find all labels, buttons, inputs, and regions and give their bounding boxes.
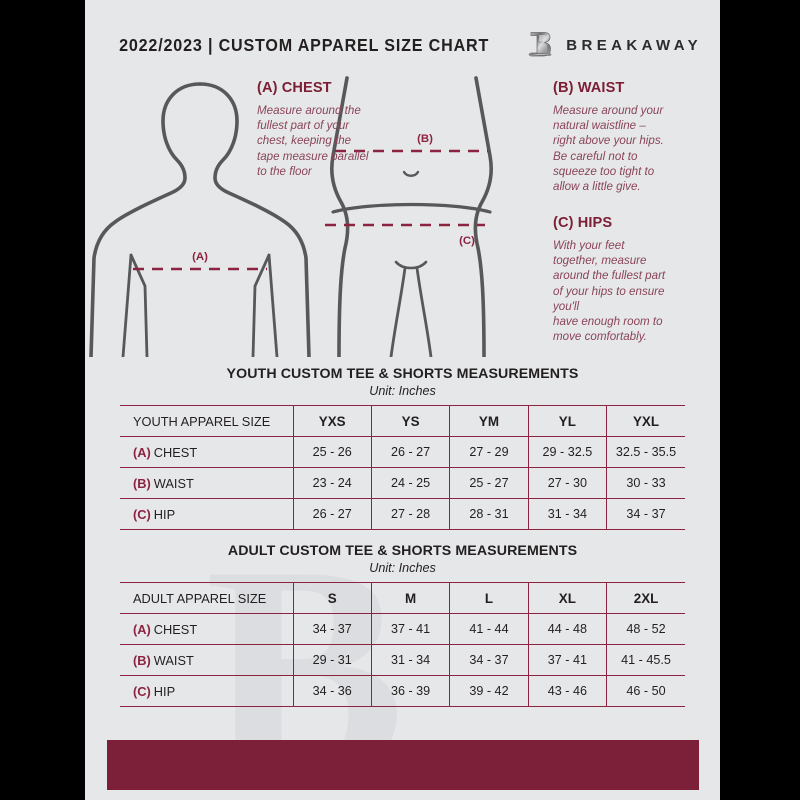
adult-size-label: ADULT APPAREL SIZE: [120, 582, 294, 614]
row-tag: (A): [133, 444, 151, 460]
adult-row-waist-label: (B) WAIST: [120, 644, 294, 676]
adult-chest-2: 41 - 44: [449, 613, 529, 645]
chest-measure-label: (A): [192, 251, 208, 263]
table-row: (B) WAIST 29 - 31 31 - 34 34 - 37 37 - 41…: [120, 644, 685, 676]
row-name: WAIST: [153, 652, 194, 668]
adult-table-unit: Unit: Inches: [369, 561, 436, 575]
youth-chest-4: 32.5 - 35.5: [606, 436, 685, 468]
lower-body-figure: (B) (C): [325, 76, 494, 359]
youth-waist-4: 30 - 33: [606, 467, 685, 499]
table-row: (C) HIP 26 - 27 27 - 28 28 - 31 31 - 34 3…: [120, 498, 685, 530]
youth-row-chest-label: (A) CHEST: [120, 436, 294, 468]
youth-row-waist-label: (B) WAIST: [120, 467, 294, 499]
brand-name: BREAKAWAY: [566, 36, 702, 54]
youth-hip-3: 31 - 34: [528, 498, 608, 530]
adult-col-3: XL: [528, 582, 608, 614]
youth-col-0: YXS: [293, 405, 372, 437]
adult-table-block: ADULT CUSTOM TEE & SHORTS MEASUREMENTS U…: [120, 543, 685, 707]
page-header: 2022/2023 | CUSTOM APPAREL SIZE CHART: [85, 25, 720, 65]
adult-chest-0: 34 - 37: [293, 613, 372, 645]
youth-hip-0: 26 - 27: [293, 498, 372, 530]
youth-table-block: YOUTH CUSTOM TEE & SHORTS MEASUREMENTS U…: [120, 366, 685, 530]
row-tag: (A): [133, 621, 151, 637]
row-name: CHEST: [153, 621, 198, 637]
callout-waist-title: (B) WAIST: [553, 80, 625, 96]
adult-col-4: 2XL: [606, 582, 685, 614]
adult-col-2: L: [449, 582, 529, 614]
hip-measure-label: (C): [460, 235, 476, 247]
adult-waist-2: 34 - 37: [449, 644, 529, 676]
youth-chest-2: 27 - 29: [449, 436, 529, 468]
measurement-illustrations: (A): [85, 72, 720, 359]
adult-chest-4: 48 - 52: [606, 613, 685, 645]
adult-waist-1: 31 - 34: [371, 644, 451, 676]
page-title: 2022/2023 | CUSTOM APPAREL SIZE CHART: [119, 34, 490, 55]
row-name: WAIST: [153, 475, 194, 491]
brand-lockup: BREAKAWAY: [527, 30, 702, 60]
row-tag: (C): [133, 683, 151, 699]
youth-size-table: YOUTH APPAREL SIZE YXS YS YM YL YXL (A) C…: [120, 405, 685, 530]
waist-measure-label: (B): [418, 133, 434, 145]
table-row: (B) WAIST 23 - 24 24 - 25 25 - 27 27 - 30…: [120, 467, 685, 499]
youth-col-2: YM: [449, 405, 529, 437]
size-chart-page: B 2022/2023 | CUSTOM APPAREL SIZE CHART: [85, 0, 720, 800]
youth-table-unit: Unit: Inches: [369, 384, 436, 398]
row-name: HIP: [153, 506, 176, 522]
youth-hip-2: 28 - 31: [449, 498, 529, 530]
youth-col-3: YL: [528, 405, 608, 437]
adult-hip-1: 36 - 39: [371, 675, 451, 707]
youth-waist-0: 23 - 24: [293, 467, 372, 499]
adult-row-chest-label: (A) CHEST: [120, 613, 294, 645]
row-name: HIP: [153, 683, 176, 699]
adult-hip-3: 43 - 46: [528, 675, 608, 707]
youth-waist-1: 24 - 25: [371, 467, 451, 499]
youth-waist-3: 27 - 30: [528, 467, 608, 499]
youth-hip-1: 27 - 28: [371, 498, 451, 530]
adult-chest-3: 44 - 48: [528, 613, 608, 645]
callout-chest-title: (A) CHEST: [257, 80, 332, 96]
adult-waist-0: 29 - 31: [293, 644, 372, 676]
adult-chest-1: 37 - 41: [371, 613, 451, 645]
table-row: (A) CHEST 34 - 37 37 - 41 41 - 44 44 - 48…: [120, 613, 685, 645]
adult-waist-4: 41 - 45.5: [606, 644, 685, 676]
row-tag: (B): [133, 652, 151, 668]
callout-hips-body: With your feet together, measure around …: [553, 239, 666, 344]
row-tag: (B): [133, 475, 151, 491]
breakaway-b-monogram-icon: [529, 32, 552, 57]
adult-hip-4: 46 - 50: [606, 675, 685, 707]
table-row: (C) HIP 34 - 36 36 - 39 39 - 42 43 - 46 4…: [120, 675, 685, 707]
youth-row-hip-label: (C) HIP: [120, 498, 294, 530]
adult-table-title: ADULT CUSTOM TEE & SHORTS MEASUREMENTS: [227, 543, 578, 559]
table-row: (A) CHEST 25 - 26 26 - 27 27 - 29 29 - 32…: [120, 436, 685, 468]
adult-size-table: ADULT APPAREL SIZE S M L XL 2XL (A) CHEST…: [120, 582, 685, 707]
row-name: CHEST: [153, 444, 198, 460]
adult-waist-3: 37 - 41: [528, 644, 608, 676]
table-header-row: ADULT APPAREL SIZE S M L XL 2XL: [120, 582, 685, 614]
adult-col-0: S: [293, 582, 372, 614]
callout-waist-body: Measure around your natural waistline – …: [553, 104, 664, 194]
callout-hips-title: (C) HIPS: [553, 215, 613, 231]
adult-row-hip-label: (C) HIP: [120, 675, 294, 707]
youth-chest-3: 29 - 32.5: [528, 436, 608, 468]
table-header-row: YOUTH APPAREL SIZE YXS YS YM YL YXL: [120, 405, 685, 437]
youth-waist-2: 25 - 27: [449, 467, 529, 499]
callout-waist: (B) WAIST Measure around your natural wa…: [553, 80, 699, 194]
youth-hip-4: 34 - 37: [606, 498, 685, 530]
adult-hip-2: 39 - 42: [449, 675, 529, 707]
adult-col-1: M: [371, 582, 451, 614]
youth-table-title: YOUTH CUSTOM TEE & SHORTS MEASUREMENTS: [226, 366, 579, 382]
callout-chest-body: Measure around the fullest part of your …: [257, 104, 369, 178]
youth-chest-1: 26 - 27: [371, 436, 451, 468]
callout-hips: (C) HIPS With your feet together, measur…: [553, 215, 699, 344]
adult-hip-0: 34 - 36: [293, 675, 372, 707]
upper-body-figure: (A): [89, 82, 311, 359]
youth-size-label: YOUTH APPAREL SIZE: [120, 405, 294, 437]
youth-col-4: YXL: [606, 405, 685, 437]
callout-chest: (A) CHEST Measure around the fullest par…: [257, 80, 412, 179]
row-tag: (C): [133, 506, 151, 522]
youth-col-1: YS: [371, 405, 451, 437]
youth-chest-0: 25 - 26: [293, 436, 372, 468]
footer-bar: [107, 740, 699, 790]
